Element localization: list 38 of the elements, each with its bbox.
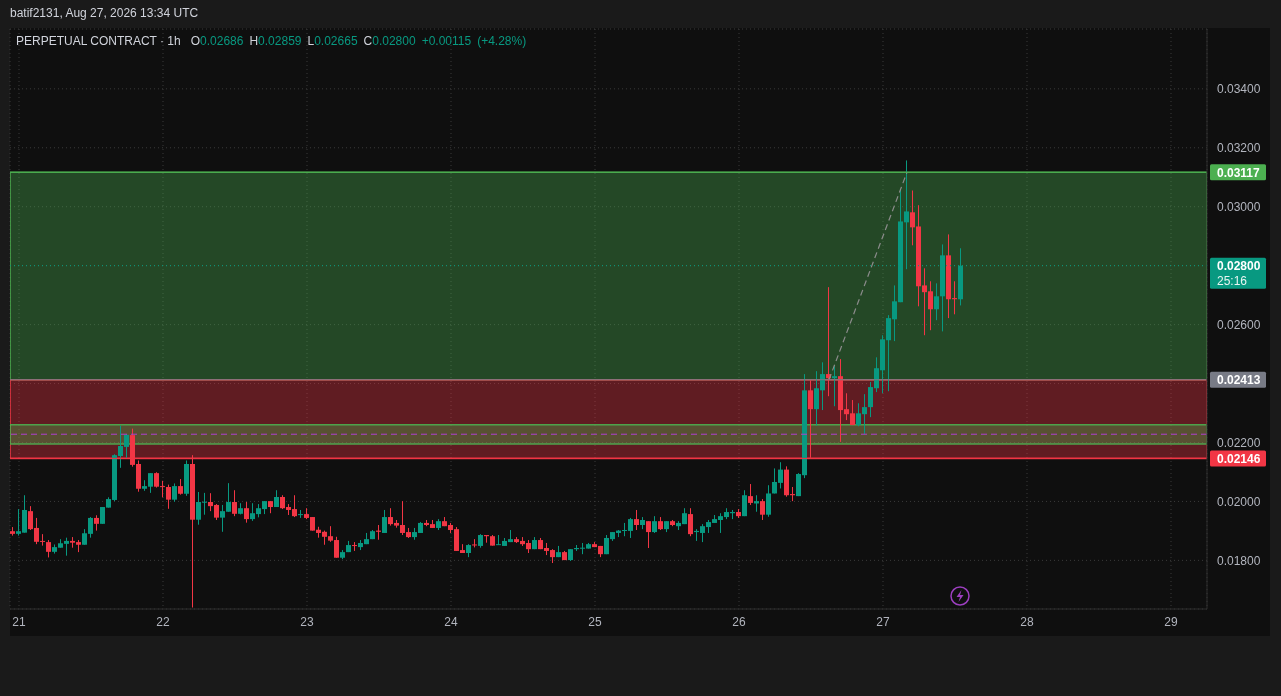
- candlestick: [232, 489, 237, 517]
- ref-line-label: 0.03117: [1217, 165, 1261, 180]
- candlestick: [934, 282, 939, 321]
- ref-line-label: 0.02413: [1217, 373, 1261, 388]
- candlestick: [760, 498, 765, 521]
- candlestick: [688, 507, 693, 537]
- candlestick: [748, 483, 753, 506]
- text: O0.02686 H0.02859 L0.02665 C0.02800 +0.00115 (+4.28%): [190, 34, 527, 48]
- x-tick-label: 26: [732, 614, 746, 629]
- candlestick: [634, 509, 639, 531]
- candlestick: [166, 484, 171, 510]
- y-tick-label: 0.02600: [1217, 317, 1261, 332]
- text: batif2131, Aug 27, 2026 13:34 UTC: [10, 6, 199, 20]
- y-tick-label: 0.02000: [1217, 494, 1261, 509]
- y-tick-label: 0.01800: [1217, 553, 1261, 568]
- x-tick-label: 25: [588, 614, 602, 629]
- x-tick-label: 23: [300, 614, 314, 629]
- ref-line-label: 0.02800: [1217, 259, 1261, 274]
- y-tick-label: 0.03000: [1217, 199, 1261, 214]
- x-tick-label: 21: [12, 614, 26, 629]
- y-tick-label: 0.03400: [1217, 82, 1261, 97]
- x-tick-label: 28: [1020, 614, 1034, 629]
- x-tick-label: 22: [156, 614, 170, 629]
- x-tick-label: 27: [876, 614, 890, 629]
- x-tick-label: 29: [1164, 614, 1178, 629]
- text: 25:16: [1217, 274, 1248, 289]
- candlestick: [742, 489, 747, 517]
- candlestick: [766, 484, 771, 518]
- chart-title: PERPETUAL CONTRACT · 1h: [16, 34, 181, 48]
- candlestick: [382, 509, 387, 534]
- ref-line-label: 0.02146: [1217, 451, 1261, 466]
- y-tick-label: 0.02200: [1217, 435, 1261, 450]
- candlestick: [832, 365, 837, 407]
- candlestick: [646, 520, 651, 549]
- candlestick: [244, 501, 249, 524]
- y-tick-label: 0.03200: [1217, 141, 1261, 156]
- candlestick: [172, 482, 177, 503]
- x-tick-label: 24: [444, 614, 458, 629]
